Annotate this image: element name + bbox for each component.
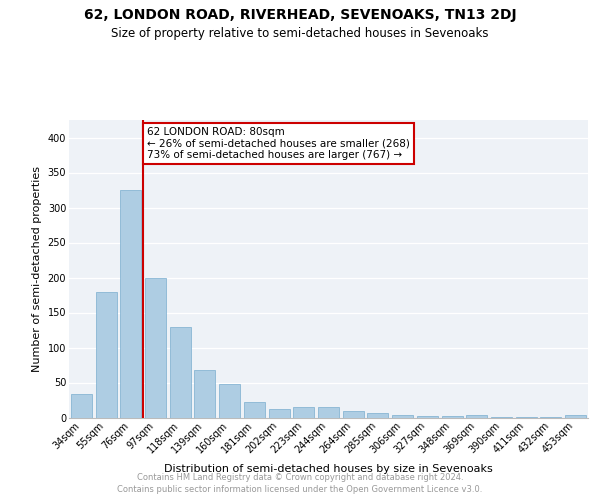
Bar	[541, 417, 562, 418]
Bar	[565, 416, 586, 418]
Bar	[343, 410, 364, 418]
X-axis label: Distribution of semi-detached houses by size in Sevenoaks: Distribution of semi-detached houses by …	[164, 464, 493, 473]
Bar	[194, 370, 215, 418]
Bar	[120, 190, 141, 418]
Bar	[219, 384, 240, 418]
Bar	[95, 292, 116, 418]
Text: 62, LONDON ROAD, RIVERHEAD, SEVENOAKS, TN13 2DJ: 62, LONDON ROAD, RIVERHEAD, SEVENOAKS, T…	[83, 8, 517, 22]
Text: Contains HM Land Registry data © Crown copyright and database right 2024.: Contains HM Land Registry data © Crown c…	[137, 472, 463, 482]
Bar	[516, 417, 537, 418]
Bar	[318, 407, 339, 418]
Bar	[392, 416, 413, 418]
Bar	[417, 416, 438, 418]
Bar	[244, 402, 265, 417]
Bar	[269, 409, 290, 418]
Bar	[293, 407, 314, 418]
Bar	[466, 414, 487, 418]
Bar	[170, 326, 191, 418]
Y-axis label: Number of semi-detached properties: Number of semi-detached properties	[32, 166, 42, 372]
Bar	[71, 394, 92, 417]
Bar	[145, 278, 166, 418]
Text: 62 LONDON ROAD: 80sqm
← 26% of semi-detached houses are smaller (268)
73% of sem: 62 LONDON ROAD: 80sqm ← 26% of semi-deta…	[147, 127, 410, 160]
Bar	[442, 416, 463, 418]
Bar	[367, 412, 388, 418]
Bar	[491, 417, 512, 418]
Text: Size of property relative to semi-detached houses in Sevenoaks: Size of property relative to semi-detach…	[111, 28, 489, 40]
Text: Contains public sector information licensed under the Open Government Licence v3: Contains public sector information licen…	[118, 485, 482, 494]
